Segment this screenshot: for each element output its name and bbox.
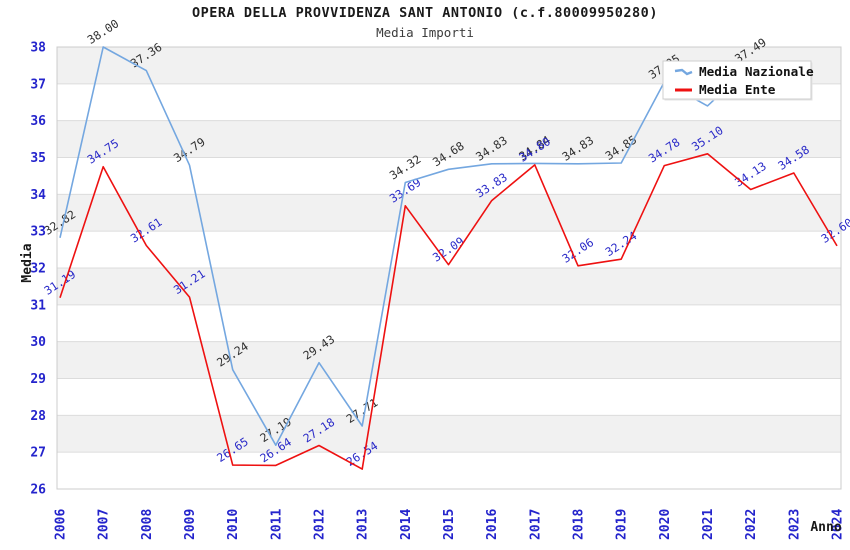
x-tick-label: 2013 <box>356 509 371 540</box>
legend-line-sample <box>674 68 693 76</box>
value-label: 32.06 <box>559 235 596 266</box>
x-tick-label: 2023 <box>787 509 802 540</box>
y-axis-ticks: 26 27 28 29 30 31 32 33 34 35 36 37 38 <box>30 41 46 498</box>
y-tick-label: 31 <box>30 298 46 313</box>
value-label: 32.09 <box>430 234 467 265</box>
x-axis-ticks: 2006 2007 2008 2009 2010 2011 2012 2013 2014 2015… <box>54 509 846 540</box>
y-axis-title: Media <box>20 243 35 282</box>
y-tick-label: 30 <box>30 335 46 350</box>
y-tick-label: 29 <box>30 372 46 387</box>
y-tick-label: 27 <box>30 446 46 461</box>
y-tick-label: 36 <box>30 114 46 129</box>
x-tick-label: 2009 <box>183 509 198 540</box>
x-tick-label: 2008 <box>140 509 155 540</box>
x-tick-label: 2024 <box>831 509 846 540</box>
y-tick-label: 35 <box>30 151 46 166</box>
x-tick-label: 2018 <box>572 509 587 540</box>
value-label: 38.00 <box>85 16 122 47</box>
x-axis-title: Anno <box>810 520 841 535</box>
legend-label: Media Ente <box>699 82 776 97</box>
y-tick-label: 32 <box>30 262 46 277</box>
x-tick-label: 2017 <box>528 509 543 540</box>
y-tick-label: 28 <box>30 409 46 424</box>
plot-border <box>56 46 842 490</box>
y-tick-label: 37 <box>30 77 46 92</box>
legend: Media Nazionale Media Ente <box>662 60 814 101</box>
chart-title: OPERA DELLA PROVVIDENZA SANT ANTONIO (c.… <box>192 5 658 21</box>
legend-item-media-ente: Media Ente <box>675 82 776 97</box>
x-tick-label: 2021 <box>701 509 716 540</box>
x-tick-label: 2019 <box>615 509 630 540</box>
x-tick-label: 2015 <box>442 509 457 540</box>
legend-label: Media Nazionale <box>699 64 814 79</box>
x-tick-label: 2011 <box>269 509 284 540</box>
y-tick-label: 33 <box>30 225 46 240</box>
series-line-media-nazionale <box>59 46 752 447</box>
x-tick-label: 2016 <box>485 509 500 540</box>
x-tick-label: 2022 <box>744 509 759 540</box>
y-tick-label: 38 <box>30 41 46 56</box>
x-tick-label: 2020 <box>658 509 673 540</box>
series-line-media-ente <box>59 153 838 470</box>
y-tick-label: 34 <box>30 188 46 203</box>
x-tick-label: 2010 <box>226 509 241 540</box>
x-tick-label: 2014 <box>399 509 414 540</box>
y-tick-label: 26 <box>30 483 46 498</box>
x-tick-label: 2012 <box>313 509 328 540</box>
x-tick-label: 2006 <box>54 509 69 540</box>
plot-bands <box>57 47 841 453</box>
chart-subtitle: Media Importi <box>376 25 474 40</box>
x-tick-label: 2007 <box>97 509 112 540</box>
legend-item-media-nazionale: Media Nazionale <box>674 64 814 79</box>
